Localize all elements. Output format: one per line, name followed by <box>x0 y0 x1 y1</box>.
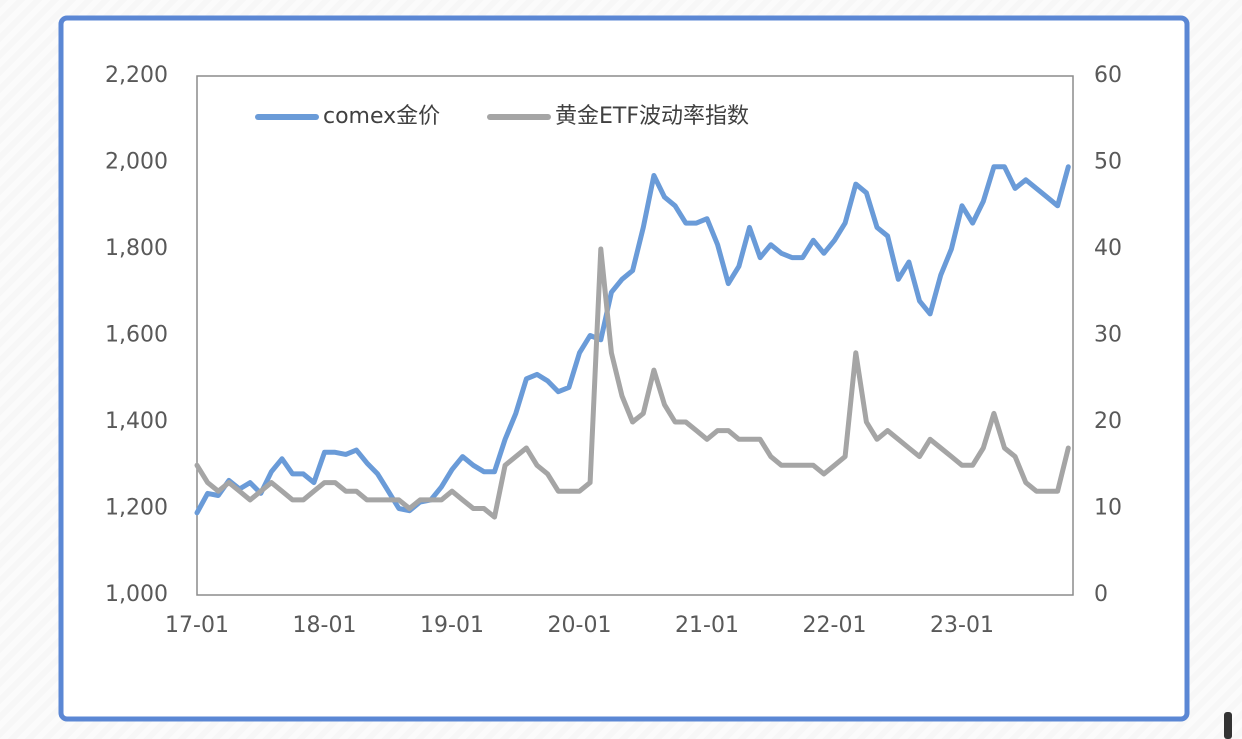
plot-area <box>196 75 1074 596</box>
x-tick-label: 19-01 <box>420 613 484 638</box>
x-tick-label: 18-01 <box>293 613 357 638</box>
y-tick-label: 1,800 <box>105 236 168 261</box>
y-tick-label: 1,600 <box>105 323 168 348</box>
y-tick-label: 1,200 <box>105 496 168 521</box>
y2-tick-label: 60 <box>1094 63 1122 88</box>
y-tick-label: 1,000 <box>105 582 168 607</box>
y2-tick-label: 30 <box>1094 323 1122 348</box>
y2-tick-label: 40 <box>1094 236 1122 261</box>
legend-label: comex金价 <box>323 104 440 129</box>
y2-tick-label: 10 <box>1094 496 1122 521</box>
legend-label: 黄金ETF波动率指数 <box>555 104 749 129</box>
x-tick-label: 17-01 <box>165 613 229 638</box>
x-tick-label: 20-01 <box>548 613 612 638</box>
y-tick-label: 2,200 <box>105 63 168 88</box>
y2-tick-label: 20 <box>1094 409 1122 434</box>
scrollbar <box>1224 712 1232 739</box>
x-tick-label: 22-01 <box>803 613 867 638</box>
x-tick-label: 21-01 <box>675 613 739 638</box>
y2-tick-label: 0 <box>1094 582 1108 607</box>
y-tick-label: 2,000 <box>105 150 168 175</box>
series-line <box>194 164 1071 516</box>
y-tick-label: 1,400 <box>105 409 168 434</box>
frame <box>58 15 1190 722</box>
x-tick-label: 23-01 <box>930 613 994 638</box>
y2-tick-label: 50 <box>1094 150 1122 175</box>
series-line <box>194 246 1071 520</box>
